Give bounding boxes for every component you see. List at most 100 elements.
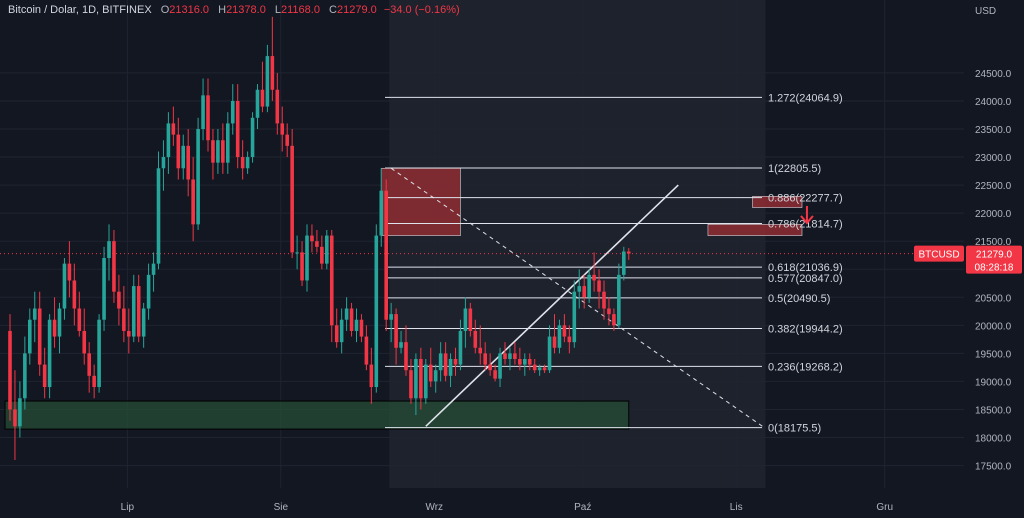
candle	[344, 297, 349, 331]
candle	[334, 308, 339, 348]
candle-body	[151, 263, 156, 275]
candle	[424, 358, 428, 404]
candle-body	[161, 157, 166, 169]
candle	[166, 112, 171, 174]
candle-body	[414, 358, 418, 399]
trendlines-layer	[0, 167, 964, 427]
candle	[592, 252, 596, 292]
x-tick-label: Lis	[730, 502, 743, 513]
candle-body	[300, 252, 304, 281]
candle-body	[433, 370, 438, 382]
symbol-legend[interactable]: Bitcoin / Dolar, 1D, BITFINEX O21316.0 H…	[8, 4, 460, 16]
candle-body	[409, 370, 413, 399]
candle-body	[359, 319, 364, 337]
candles-layer	[8, 16, 631, 460]
candle-body	[587, 274, 591, 298]
candle-body	[240, 157, 245, 169]
candle	[379, 168, 384, 247]
candle	[285, 123, 289, 158]
candle	[201, 78, 205, 141]
candle	[478, 325, 483, 365]
candle	[582, 274, 586, 309]
candle-body	[622, 251, 626, 275]
fib-level-label: 0.618(21036.9)	[768, 262, 843, 274]
candle	[518, 347, 522, 371]
low-key: L	[274, 4, 282, 16]
candle-body	[354, 319, 359, 331]
candle-body	[216, 140, 220, 163]
x-tick-label: Paź	[574, 502, 591, 513]
candle	[473, 319, 478, 354]
candle-body	[483, 353, 487, 365]
y-tick-label: 23000.0	[975, 153, 1012, 164]
candle	[23, 336, 27, 410]
candle	[364, 325, 369, 371]
candle	[87, 342, 91, 393]
candle-body	[32, 308, 37, 320]
candle	[127, 308, 131, 354]
candle	[493, 364, 497, 382]
symbol-tag	[914, 245, 964, 262]
candle	[270, 16, 275, 101]
candle	[28, 308, 32, 365]
candle	[265, 44, 270, 113]
candle-body	[290, 145, 294, 253]
candle-body	[92, 375, 96, 388]
candle	[117, 274, 121, 326]
candle-body	[250, 117, 255, 158]
candle-body	[47, 319, 52, 388]
down-arrow	[800, 205, 814, 225]
candle	[230, 84, 235, 135]
fib-level-label: 0.5(20490.5)	[768, 293, 830, 305]
candle	[577, 269, 582, 309]
candle-body	[176, 134, 181, 169]
y-tick-label: 22000.0	[975, 209, 1012, 220]
candle	[112, 229, 116, 303]
candle-body	[171, 123, 176, 135]
candle	[532, 358, 537, 374]
zones-layer	[4, 167, 803, 430]
candle	[186, 129, 190, 197]
candle	[433, 364, 438, 393]
candle-body	[265, 56, 270, 107]
y-tick-label: 23500.0	[975, 125, 1012, 136]
fib-level-label: 0.236(19268.2)	[768, 361, 843, 373]
candle	[156, 151, 161, 270]
price-tag-layer: BTCUSD 21279.0 08:28:18	[914, 245, 1022, 274]
candle-body	[18, 398, 22, 427]
y-tick-label: 19000.0	[975, 377, 1012, 388]
candle-body	[260, 89, 265, 107]
candle	[503, 342, 507, 365]
candle-body	[52, 319, 57, 337]
candle-body	[8, 330, 12, 410]
candle	[310, 224, 314, 253]
candle-body	[102, 258, 106, 320]
fib-level-label: 0.786(21814.7)	[768, 219, 843, 231]
x-tick-label: Sie	[274, 502, 289, 513]
candle	[617, 263, 621, 329]
candle-body	[493, 370, 497, 379]
open-key: O	[160, 4, 170, 16]
candle	[399, 330, 403, 354]
candle	[290, 129, 294, 259]
x-tick-label: Gru	[876, 502, 893, 513]
x-tick-label: Lip	[121, 502, 135, 513]
candle-body	[547, 336, 552, 371]
candle-body	[369, 364, 374, 388]
candle	[498, 347, 502, 388]
candle-body	[364, 336, 369, 365]
candle-body	[97, 319, 101, 388]
candle-body	[325, 235, 329, 264]
y-tick-label: 20500.0	[975, 293, 1012, 304]
candle-body	[443, 353, 448, 376]
candle-body	[275, 89, 280, 124]
candle	[216, 129, 220, 174]
candle-body	[315, 241, 319, 247]
open-value: 21316.0	[169, 4, 210, 16]
candle	[191, 157, 195, 242]
candle	[176, 117, 181, 180]
candle	[97, 314, 101, 393]
candle-body	[458, 330, 463, 365]
candle-body	[87, 353, 91, 376]
